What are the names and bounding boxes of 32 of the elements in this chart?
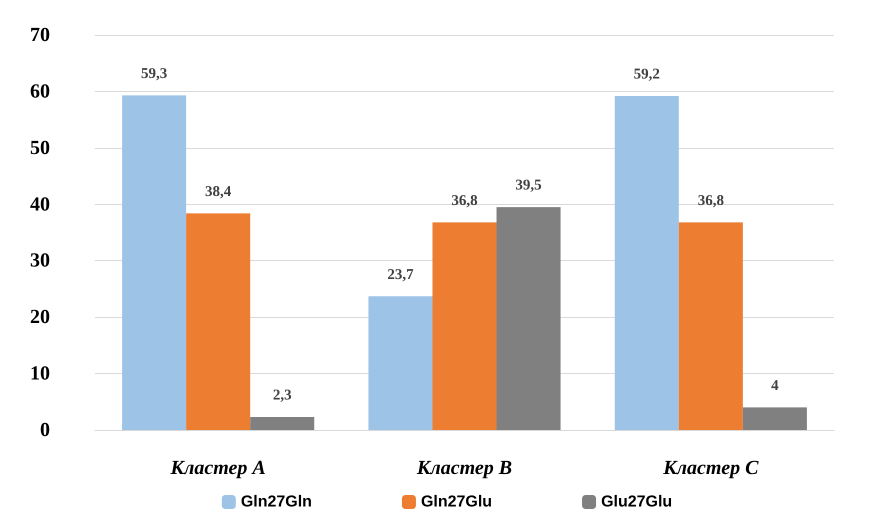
y-tick-label: 10 [30,362,50,385]
data-label: 36,8 [451,192,478,209]
y-tick-label: 0 [40,419,50,441]
y-tick-label: 70 [30,24,50,46]
data-label: 2,3 [272,388,292,404]
data-label: 23,7 [387,266,414,283]
y-tick-label: 20 [30,306,50,328]
bar [614,96,679,430]
bar [742,407,807,430]
bar [368,296,432,430]
legend-label: Gln27Glu [420,494,492,510]
x-tick-label: Кластер А [170,457,266,479]
data-label: 4 [771,378,780,394]
legend-label: Glu27Glu [601,494,672,510]
y-tick-label: 30 [30,250,50,272]
data-label: 59,2 [634,66,660,82]
bar [186,213,250,430]
data-label: 36,8 [698,192,724,209]
bar [496,207,561,430]
y-tick-label: 60 [30,80,50,102]
bar [678,222,743,430]
bar [250,417,314,430]
y-tick-label: 40 [30,193,50,216]
data-label: 38,4 [205,184,232,200]
bar [432,222,497,430]
y-tick-label: 50 [30,136,50,159]
x-tick-label: Кластер С [662,457,760,479]
data-label: 39,5 [515,178,542,194]
bar [122,95,186,430]
data-label: 59,3 [140,66,168,82]
legend-label: Gln27Gln [240,494,312,510]
x-tick-label: Кластер В [416,457,512,479]
